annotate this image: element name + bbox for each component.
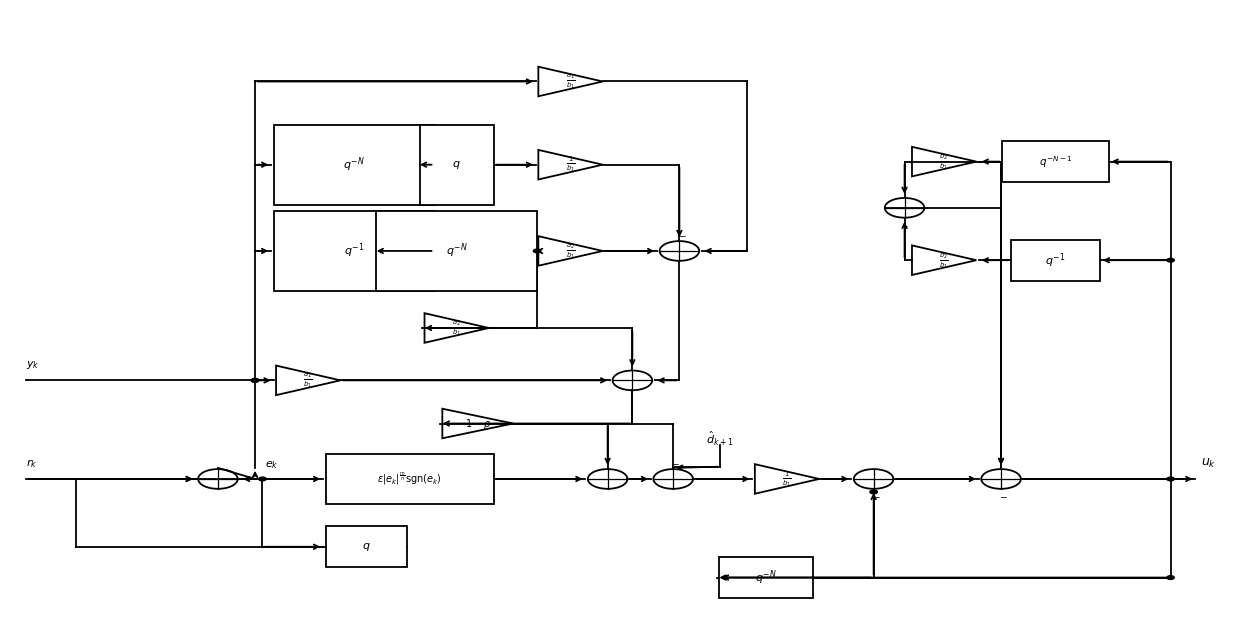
Text: $\hat{d}_{k+1}$: $\hat{d}_{k+1}$ <box>707 430 734 448</box>
Text: $-$: $-$ <box>965 473 973 482</box>
Text: $-$: $-$ <box>999 491 1008 500</box>
Text: $q$: $q$ <box>362 541 371 553</box>
FancyBboxPatch shape <box>1002 141 1109 182</box>
Circle shape <box>252 378 259 382</box>
FancyBboxPatch shape <box>274 211 434 291</box>
Text: $q^{-N}$: $q^{-N}$ <box>755 568 776 587</box>
Text: $u_k$: $u_k$ <box>1202 457 1216 470</box>
Text: $-$: $-$ <box>181 473 190 482</box>
Text: $q^{-N}$: $q^{-N}$ <box>343 155 365 174</box>
Text: $-$: $-$ <box>677 230 686 239</box>
Text: $\frac{a_2}{b_1}$: $\frac{a_2}{b_1}$ <box>451 318 461 338</box>
FancyBboxPatch shape <box>719 557 813 598</box>
Text: $\varepsilon|e_k|^{\frac{m}{n}}\mathrm{sgn}(e_k)$: $\varepsilon|e_k|^{\frac{m}{n}}\mathrm{s… <box>377 470 441 487</box>
Circle shape <box>252 378 259 382</box>
FancyBboxPatch shape <box>274 124 434 205</box>
Circle shape <box>259 477 267 481</box>
Text: $\frac{a_2}{b_1}$: $\frac{a_2}{b_1}$ <box>565 241 575 261</box>
Text: $\frac{b_2}{b_1}$: $\frac{b_2}{b_1}$ <box>940 250 949 271</box>
Text: $-$: $-$ <box>671 458 680 467</box>
FancyBboxPatch shape <box>326 454 494 504</box>
Text: $q^{-N}$: $q^{-N}$ <box>446 241 467 260</box>
Text: $1-\rho$: $1-\rho$ <box>465 417 491 430</box>
Text: $q^{-1}$: $q^{-1}$ <box>1045 251 1065 269</box>
Text: $\frac{1}{b_1}$: $\frac{1}{b_1}$ <box>565 155 575 175</box>
Text: $\frac{a_1}{b_1}$: $\frac{a_1}{b_1}$ <box>304 371 312 390</box>
Text: $-$: $-$ <box>900 220 909 229</box>
Circle shape <box>1167 576 1174 579</box>
Text: $q^{-1}$: $q^{-1}$ <box>343 241 365 260</box>
Text: $-$: $-$ <box>704 245 713 254</box>
Text: $q$: $q$ <box>453 158 461 171</box>
Text: $-$: $-$ <box>872 491 880 500</box>
Text: $q^{-N-1}$: $q^{-N-1}$ <box>1039 154 1073 170</box>
FancyBboxPatch shape <box>376 211 537 291</box>
Text: $y_k$: $y_k$ <box>26 359 40 371</box>
FancyBboxPatch shape <box>326 526 407 567</box>
Text: $r_k$: $r_k$ <box>26 457 37 470</box>
FancyBboxPatch shape <box>419 124 494 205</box>
Text: $\frac{a_1}{b_1}$: $\frac{a_1}{b_1}$ <box>565 72 575 91</box>
Text: $e_k$: $e_k$ <box>265 459 279 471</box>
Text: $\frac{b_2}{b_1}$: $\frac{b_2}{b_1}$ <box>940 151 949 172</box>
Circle shape <box>533 249 541 253</box>
Circle shape <box>1167 258 1174 262</box>
FancyBboxPatch shape <box>1011 240 1100 280</box>
Circle shape <box>870 490 878 494</box>
Text: $-$: $-$ <box>642 245 651 254</box>
Circle shape <box>1167 477 1174 481</box>
Text: $-$: $-$ <box>657 374 666 383</box>
Text: $\frac{1}{b_1}$: $\frac{1}{b_1}$ <box>782 469 792 489</box>
